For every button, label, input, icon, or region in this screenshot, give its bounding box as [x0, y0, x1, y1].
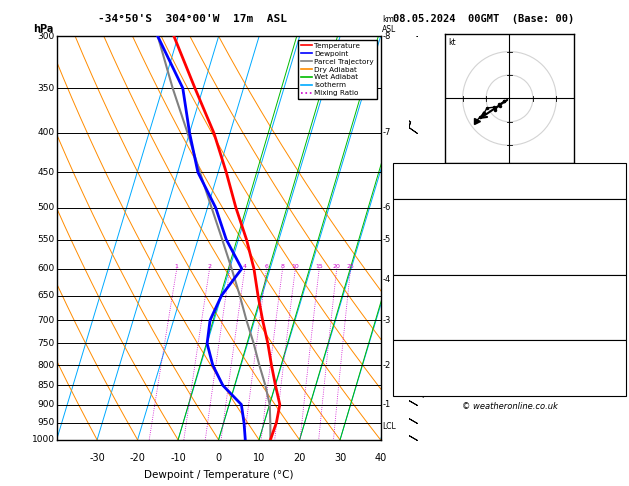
Text: 500: 500	[38, 203, 55, 212]
Text: 138: 138	[605, 366, 622, 375]
Text: 12: 12	[611, 246, 622, 255]
Text: 6: 6	[265, 264, 269, 269]
Text: Totals Totals: Totals Totals	[398, 182, 452, 191]
Text: Pressure (mb): Pressure (mb)	[398, 289, 461, 297]
Text: km
ASL: km ASL	[382, 15, 397, 34]
Text: Dewp (°C): Dewp (°C)	[398, 224, 445, 233]
Text: -20: -20	[130, 453, 145, 463]
Text: CAPE (J): CAPE (J)	[398, 257, 434, 266]
Text: LCL: LCL	[382, 422, 396, 431]
Text: 20: 20	[333, 264, 341, 269]
Text: CIN (J): CIN (J)	[398, 268, 426, 277]
Text: -1: -1	[382, 400, 391, 409]
Text: © weatheronline.co.uk: © weatheronline.co.uk	[462, 402, 557, 411]
Text: 1: 1	[175, 264, 179, 269]
Text: θₑ (K): θₑ (K)	[398, 300, 423, 309]
Text: StmDir: StmDir	[398, 378, 430, 386]
Text: 650: 650	[38, 291, 55, 300]
Text: 10: 10	[291, 264, 299, 269]
Text: -7: -7	[382, 128, 391, 138]
Text: 900: 900	[38, 400, 55, 409]
Text: 6.6: 6.6	[608, 224, 622, 233]
Text: Mixing Ratio (g/kg): Mixing Ratio (g/kg)	[394, 250, 403, 323]
Text: hPa: hPa	[33, 24, 53, 34]
Text: 10: 10	[253, 453, 265, 463]
Text: 40: 40	[374, 453, 387, 463]
Text: 301: 301	[605, 235, 622, 244]
Legend: Temperature, Dewpoint, Parcel Trajectory, Dry Adiabat, Wet Adiabat, Isotherm, Mi: Temperature, Dewpoint, Parcel Trajectory…	[298, 40, 377, 99]
Text: 600: 600	[38, 264, 55, 273]
Text: 1000: 1000	[31, 435, 55, 444]
Text: 34: 34	[611, 389, 622, 398]
Text: -6: -6	[382, 203, 391, 212]
Text: 303: 303	[605, 300, 622, 309]
Text: 850: 850	[38, 381, 55, 390]
Text: 750: 750	[38, 339, 55, 348]
Text: 0.99: 0.99	[602, 192, 622, 202]
Text: 4: 4	[243, 264, 247, 269]
Text: Surface: Surface	[491, 203, 528, 213]
Text: 750: 750	[605, 289, 622, 297]
Text: CAPE (J): CAPE (J)	[398, 322, 434, 331]
Text: 0: 0	[616, 333, 622, 342]
Text: 30: 30	[334, 453, 346, 463]
Text: Hodograph: Hodograph	[482, 344, 537, 354]
Text: -30: -30	[89, 453, 105, 463]
Text: 8: 8	[281, 264, 284, 269]
Text: -5: -5	[382, 235, 391, 244]
Text: K: K	[398, 171, 404, 180]
Text: 3: 3	[228, 264, 232, 269]
Text: Most Unstable: Most Unstable	[474, 278, 545, 289]
Text: 86: 86	[611, 354, 622, 364]
Text: 400: 400	[38, 128, 55, 138]
Text: -2: -2	[382, 361, 391, 369]
Text: EH: EH	[398, 354, 411, 364]
Text: -34°50'S  304°00'W  17m  ASL: -34°50'S 304°00'W 17m ASL	[98, 14, 287, 24]
Text: 25: 25	[347, 264, 355, 269]
Text: 08.05.2024  00GMT  (Base: 00): 08.05.2024 00GMT (Base: 00)	[393, 14, 574, 24]
Text: 12.8: 12.8	[602, 213, 622, 222]
Text: 550: 550	[38, 235, 55, 244]
Text: CIN (J): CIN (J)	[398, 333, 426, 342]
Text: Temp (°C): Temp (°C)	[398, 213, 443, 222]
Text: 950: 950	[38, 418, 55, 427]
Text: 0: 0	[616, 322, 622, 331]
Text: θₑ(K): θₑ(K)	[398, 235, 420, 244]
Text: 700: 700	[38, 316, 55, 325]
Text: 0: 0	[616, 257, 622, 266]
Text: -4: -4	[382, 275, 391, 284]
Text: 800: 800	[38, 361, 55, 369]
Text: -11: -11	[608, 171, 622, 180]
Text: 300: 300	[38, 32, 55, 41]
Text: Dewpoint / Temperature (°C): Dewpoint / Temperature (°C)	[144, 470, 293, 480]
Text: 350: 350	[38, 84, 55, 93]
Text: 20: 20	[293, 453, 306, 463]
Text: PW (cm): PW (cm)	[398, 192, 436, 202]
Text: -3: -3	[382, 316, 391, 325]
Text: -8: -8	[382, 32, 391, 41]
Text: StmSpd (kt): StmSpd (kt)	[398, 389, 452, 398]
Text: 11: 11	[611, 311, 622, 320]
Text: Lifted Index: Lifted Index	[398, 246, 452, 255]
Text: SREH: SREH	[398, 366, 423, 375]
Text: 450: 450	[38, 168, 55, 177]
Text: 15: 15	[315, 264, 323, 269]
Text: 0: 0	[216, 453, 221, 463]
Text: 304°: 304°	[601, 378, 622, 386]
Text: kt: kt	[448, 37, 456, 47]
Text: 28: 28	[611, 182, 622, 191]
Text: 0: 0	[616, 268, 622, 277]
Text: Lifted Index: Lifted Index	[398, 311, 452, 320]
Text: 2: 2	[208, 264, 211, 269]
Text: -10: -10	[170, 453, 186, 463]
